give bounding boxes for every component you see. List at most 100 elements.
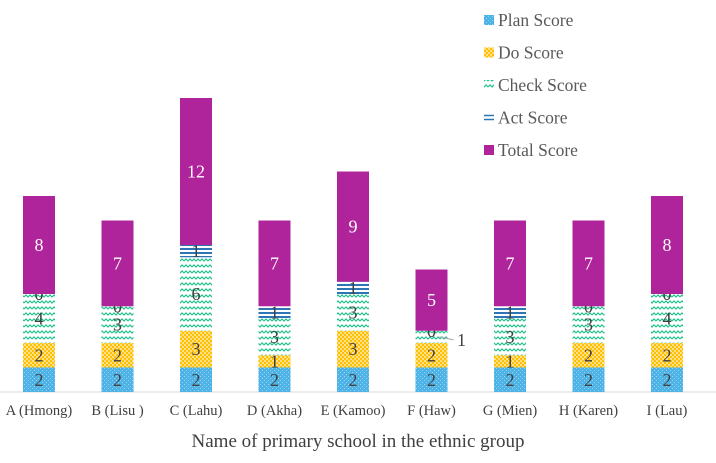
data-label: 2 [584, 370, 593, 390]
data-label: 7 [270, 253, 279, 273]
x-tick-label: F (Haw) [407, 403, 456, 419]
bar-segment-total-score [415, 269, 448, 331]
data-label: 1 [349, 278, 358, 298]
legend-label: Act Score [498, 108, 568, 128]
bar-segment-do-score [101, 343, 134, 368]
data-label: 2 [113, 345, 122, 365]
legend-label: Total Score [498, 140, 578, 160]
bar-segment-total-score [23, 196, 55, 294]
bar-segment-do-score [572, 343, 605, 368]
bar-segment-check-score [23, 294, 55, 343]
bar-segment-total-score [101, 220, 134, 307]
data-label: 2 [192, 370, 201, 390]
bar-segment-do-score [337, 330, 369, 368]
bar-segment-check-score [337, 294, 369, 331]
bar-segment-total-score [494, 220, 526, 307]
leader-line [439, 336, 454, 341]
bar-segment-do-score [415, 343, 448, 368]
data-label: 3 [349, 302, 358, 322]
bar-segment-plan-score [337, 367, 369, 392]
data-label: 2 [349, 370, 358, 390]
bar-segment-plan-score [415, 367, 448, 392]
bar-segment-check-score [180, 257, 212, 331]
bar-segment-act-score [180, 245, 212, 258]
data-label: 3 [113, 315, 122, 335]
data-label: 3 [192, 339, 201, 359]
x-tick-label: B (Lisu ) [91, 403, 144, 419]
bar-segment-plan-score [101, 367, 134, 392]
data-label: 1 [270, 351, 279, 371]
bar-segment-do-score [180, 330, 212, 368]
data-label: 1 [506, 351, 515, 371]
data-label: 3 [270, 327, 279, 347]
data-label: 2 [663, 370, 672, 390]
bar-segment-plan-score [651, 367, 683, 392]
data-label: 3 [584, 315, 593, 335]
data-label: 6 [192, 284, 201, 304]
legend-label: Check Score [498, 75, 587, 95]
legend-swatch [484, 15, 494, 25]
data-label: 1 [270, 302, 279, 322]
bar-segment-check-score [101, 306, 134, 343]
bar-segment-check-score [258, 318, 291, 356]
data-label: 2 [663, 345, 672, 365]
data-label: 12 [187, 162, 205, 182]
bar-segment-act-score [337, 281, 369, 294]
legend-swatch [484, 80, 494, 90]
bar-segment-total-score [180, 98, 212, 245]
x-tick-label: H (Karen) [559, 403, 618, 419]
legend-label: Do Score [498, 43, 564, 63]
data-label: 2 [584, 345, 593, 365]
data-label: 9 [349, 217, 358, 237]
bar-segment-check-score [494, 318, 526, 356]
bar-segment-plan-score [258, 367, 291, 392]
data-label: 3 [349, 339, 358, 359]
x-tick-label: A (Hmong) [6, 403, 73, 419]
bar-segment-total-score [572, 220, 605, 307]
data-label: 1 [192, 241, 201, 261]
bar-segment-check-score [572, 306, 605, 343]
bar-segment-total-score [258, 220, 291, 307]
data-label: 8 [663, 235, 672, 255]
data-label: 8 [35, 235, 44, 255]
x-axis-title: Name of primary school in the ethnic gro… [192, 431, 525, 452]
x-tick-label: D (Akha) [247, 403, 302, 419]
data-label: 5 [427, 290, 436, 310]
data-label: 1 [506, 302, 515, 322]
bar-segment-plan-score [494, 367, 526, 392]
x-tick-label: E (Kamoo) [321, 403, 386, 419]
legend-swatch [484, 145, 494, 155]
bar-segment-total-score [651, 196, 683, 294]
data-label: 2 [35, 370, 44, 390]
data-label: 7 [506, 253, 515, 273]
data-label: 2 [427, 370, 436, 390]
bar-segment-do-score [23, 343, 55, 368]
bar-segment-check-score [415, 330, 448, 343]
x-tick-label: G (Mien) [483, 403, 538, 419]
bar-segment-total-score [337, 171, 369, 282]
bar-segment-do-score [258, 355, 291, 368]
x-tick-label: C (Lahu) [170, 403, 223, 419]
data-label: 3 [506, 327, 515, 347]
data-label: 7 [113, 253, 122, 273]
data-label: 2 [270, 370, 279, 390]
data-label: 4 [35, 309, 44, 329]
data-label: 2 [427, 345, 436, 365]
bar-segment-plan-score [23, 367, 55, 392]
legend-label: Plan Score [498, 10, 574, 30]
bar-segment-act-score [494, 306, 526, 319]
legend-swatch [484, 47, 494, 58]
data-label: 1 [457, 330, 466, 350]
data-label: 2 [113, 370, 122, 390]
data-label: 2 [506, 370, 515, 390]
bar-segment-plan-score [572, 367, 605, 392]
legend-swatch [484, 113, 494, 123]
bar-segment-plan-score [180, 367, 212, 392]
data-label: 4 [663, 309, 672, 329]
data-label: 7 [584, 253, 593, 273]
bar-segment-do-score [494, 355, 526, 368]
bar-segment-check-score [651, 294, 683, 343]
data-label: 2 [35, 345, 44, 365]
